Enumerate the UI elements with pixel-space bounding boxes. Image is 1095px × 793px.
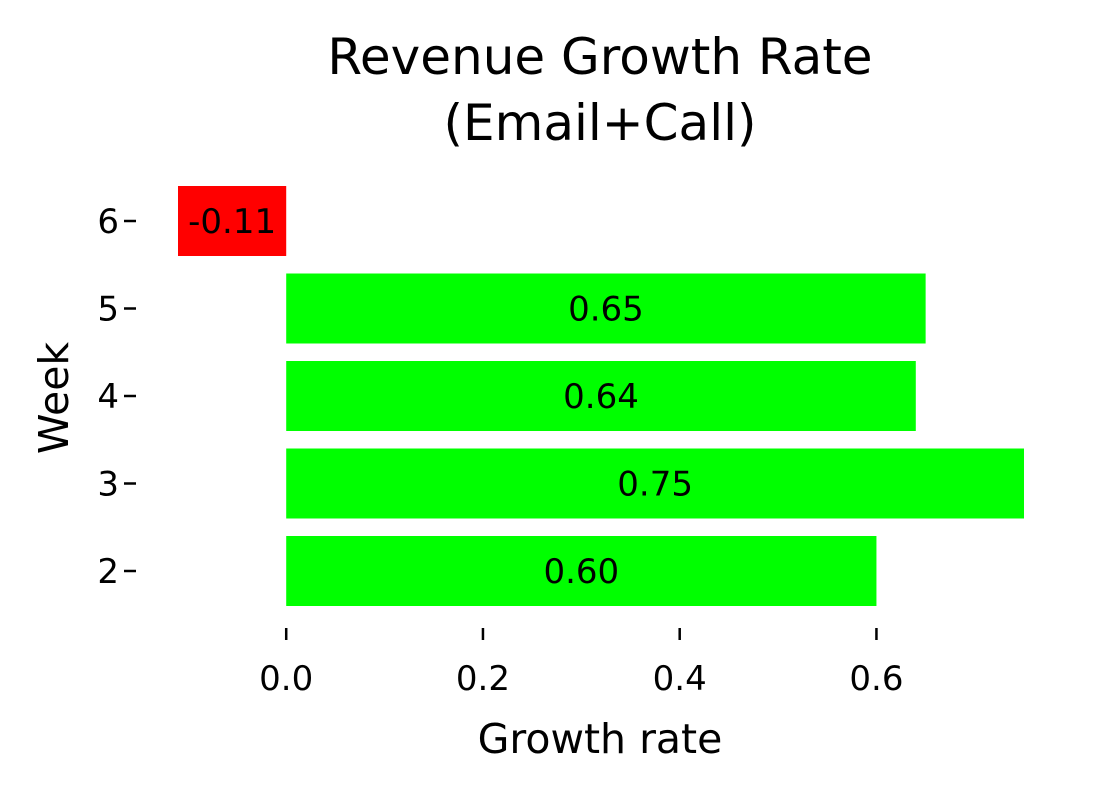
- chart-title-line-1: Revenue Growth Rate: [327, 28, 872, 86]
- bar-value-label: 0.64: [563, 377, 639, 417]
- x-axis-label: Growth rate: [478, 715, 723, 763]
- bar-value-label: 0.65: [568, 290, 644, 330]
- bar-week-3: [286, 448, 1024, 519]
- y-tick-label: 5: [97, 290, 119, 330]
- x-tick-label: 0.2: [456, 659, 510, 699]
- y-tick-label: 6: [97, 202, 119, 242]
- y-ticks: 2 3 4 5 6: [97, 202, 136, 592]
- y-tick-label: 2: [97, 552, 119, 592]
- y-axis-label: Week: [30, 342, 78, 455]
- bar-week-5: [286, 273, 926, 344]
- bar-week-2: [286, 536, 877, 606]
- x-tick-label: 0.4: [653, 659, 707, 699]
- chart-title-line-2: (Email+Call): [444, 94, 757, 152]
- y-tick-label: 3: [97, 465, 119, 505]
- bar-value-label: -0.11: [188, 202, 276, 242]
- bar-value-label: 0.75: [617, 465, 693, 505]
- x-tick-label: 0.6: [849, 659, 903, 699]
- bar-week-6: [178, 186, 287, 256]
- x-ticks: 0.0 0.2 0.4 0.6: [259, 628, 903, 699]
- x-tick-label: 0.0: [259, 659, 313, 699]
- bars-layer: 0.60 0.75 0.64 0.65 -0.11: [178, 186, 1024, 606]
- y-tick-label: 4: [97, 377, 119, 417]
- bar-value-label: 0.60: [543, 552, 619, 592]
- bar-week-4: [286, 361, 916, 431]
